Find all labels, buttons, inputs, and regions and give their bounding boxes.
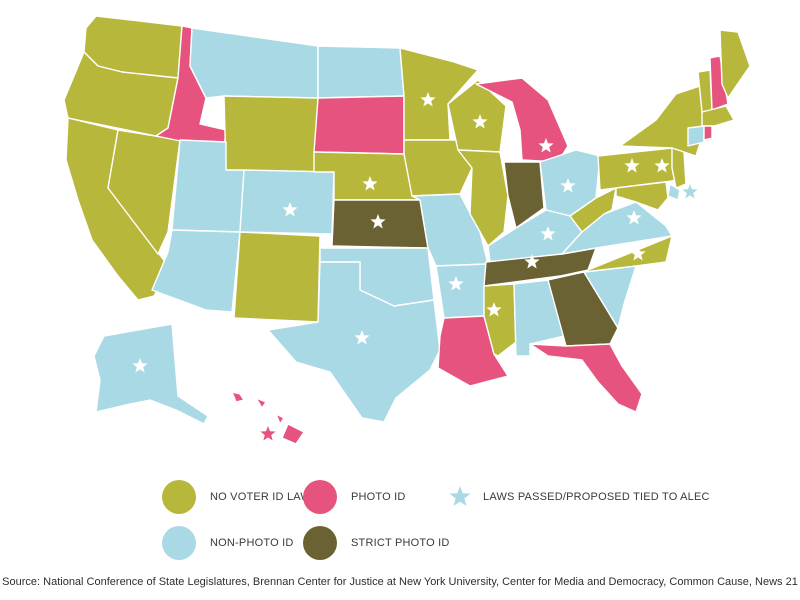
state-wy <box>223 95 319 173</box>
alec-star-mi <box>538 138 554 153</box>
state-il <box>457 149 509 247</box>
legend: NO VOTER ID LAW PHOTO ID LAWS PASSED/PRO… <box>0 470 800 560</box>
state-hi <box>231 391 305 445</box>
state-ct <box>687 125 705 147</box>
state-nd <box>317 45 405 99</box>
legend-label-strict-photo-id: STRICT PHOTO ID <box>351 537 450 549</box>
us-voter-id-map <box>63 15 751 445</box>
legend-label-no-voter-id: NO VOTER ID LAW <box>210 491 311 503</box>
legend-swatch-strict-photo-id <box>303 526 337 560</box>
state-mn <box>399 47 479 141</box>
alec-star-de <box>682 184 698 199</box>
legend-swatch-photo-id <box>303 480 337 514</box>
legend-item-no-voter-id: NO VOTER ID LAW <box>162 480 311 514</box>
alec-star-nj <box>654 158 670 173</box>
state-co <box>239 169 335 235</box>
alec-star-pa <box>624 158 640 173</box>
state-ri <box>703 125 713 141</box>
alec-star-va <box>626 210 642 225</box>
state-ma <box>701 105 735 127</box>
alec-star-hi <box>260 426 276 441</box>
state-de <box>667 183 681 201</box>
states-layer <box>63 15 751 445</box>
legend-item-strict-photo-id: STRICT PHOTO ID <box>303 526 450 560</box>
alec-star-ar <box>448 276 464 291</box>
alec-star-ky <box>540 226 556 241</box>
legend-label-alec: LAWS PASSED/PROPOSED TIED TO ALEC <box>483 491 710 503</box>
legend-swatch-no-voter-id <box>162 480 196 514</box>
alec-star-co <box>282 202 298 217</box>
legend-swatch-non-photo-id <box>162 526 196 560</box>
legend-item-alec: LAWS PASSED/PROPOSED TIED TO ALEC <box>447 484 710 510</box>
state-in <box>503 161 545 229</box>
alec-star-ak <box>132 358 148 373</box>
state-md <box>615 181 669 211</box>
state-nj <box>671 147 687 189</box>
state-tx <box>267 261 441 423</box>
alec-star-tx <box>354 330 370 345</box>
alec-star-ms <box>486 302 502 317</box>
state-az <box>151 229 241 313</box>
state-mt <box>189 27 319 99</box>
state-wi <box>447 79 507 153</box>
us-map-svg <box>63 15 751 445</box>
state-wv <box>569 187 617 233</box>
legend-item-photo-id: PHOTO ID <box>303 480 406 514</box>
star-icon <box>447 484 473 510</box>
legend-label-non-photo-id: NON-PHOTO ID <box>210 537 294 549</box>
state-ga <box>547 271 619 347</box>
state-nc <box>583 235 673 273</box>
alec-star-tn <box>524 254 540 269</box>
legend-item-non-photo-id: NON-PHOTO ID <box>162 526 293 560</box>
state-sd <box>313 95 405 155</box>
alec-star-wi <box>472 114 488 129</box>
alec-stars-layer <box>132 92 698 441</box>
source-note: Source: National Conference of State Leg… <box>2 576 798 588</box>
state-ak <box>93 323 209 425</box>
alec-star-nc <box>630 246 646 261</box>
state-ar <box>435 263 489 319</box>
alec-star-mn <box>420 92 436 107</box>
state-me <box>719 29 751 99</box>
alec-star-ne <box>362 176 378 191</box>
alec-star-oh <box>560 178 576 193</box>
legend-label-photo-id: PHOTO ID <box>351 491 406 503</box>
state-nh <box>709 55 729 111</box>
state-fl <box>529 343 643 413</box>
alec-star-ks <box>370 214 386 229</box>
state-nm <box>233 231 321 323</box>
state-pa <box>597 147 681 191</box>
